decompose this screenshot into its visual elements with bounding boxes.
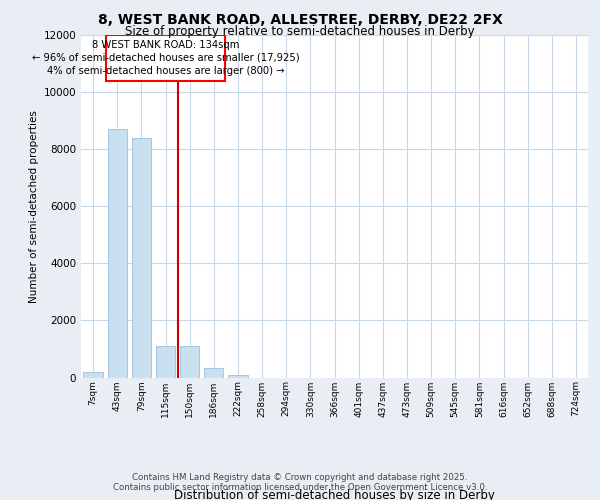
Bar [180,346,199,378]
Text: ← 96% of semi-detached houses are smaller (17,925): ← 96% of semi-detached houses are smalle… [32,53,299,63]
Text: 8 WEST BANK ROAD: 134sqm: 8 WEST BANK ROAD: 134sqm [92,40,239,50]
Bar [106,35,224,80]
Bar [83,372,103,378]
Bar [156,346,175,378]
Text: Contains HM Land Registry data © Crown copyright and database right 2025.: Contains HM Land Registry data © Crown c… [132,472,468,482]
Bar [132,138,151,378]
Text: 8, WEST BANK ROAD, ALLESTREE, DERBY, DE22 2FX: 8, WEST BANK ROAD, ALLESTREE, DERBY, DE2… [98,12,502,26]
Bar [204,368,223,378]
Bar [107,129,127,378]
Bar [228,374,248,378]
Y-axis label: Number of semi-detached properties: Number of semi-detached properties [29,110,39,302]
X-axis label: Distribution of semi-detached houses by size in Derby: Distribution of semi-detached houses by … [174,489,495,500]
Text: Size of property relative to semi-detached houses in Derby: Size of property relative to semi-detach… [125,25,475,38]
Text: 4% of semi-detached houses are larger (800) →: 4% of semi-detached houses are larger (8… [47,66,284,76]
Text: Contains public sector information licensed under the Open Government Licence v3: Contains public sector information licen… [113,484,487,492]
